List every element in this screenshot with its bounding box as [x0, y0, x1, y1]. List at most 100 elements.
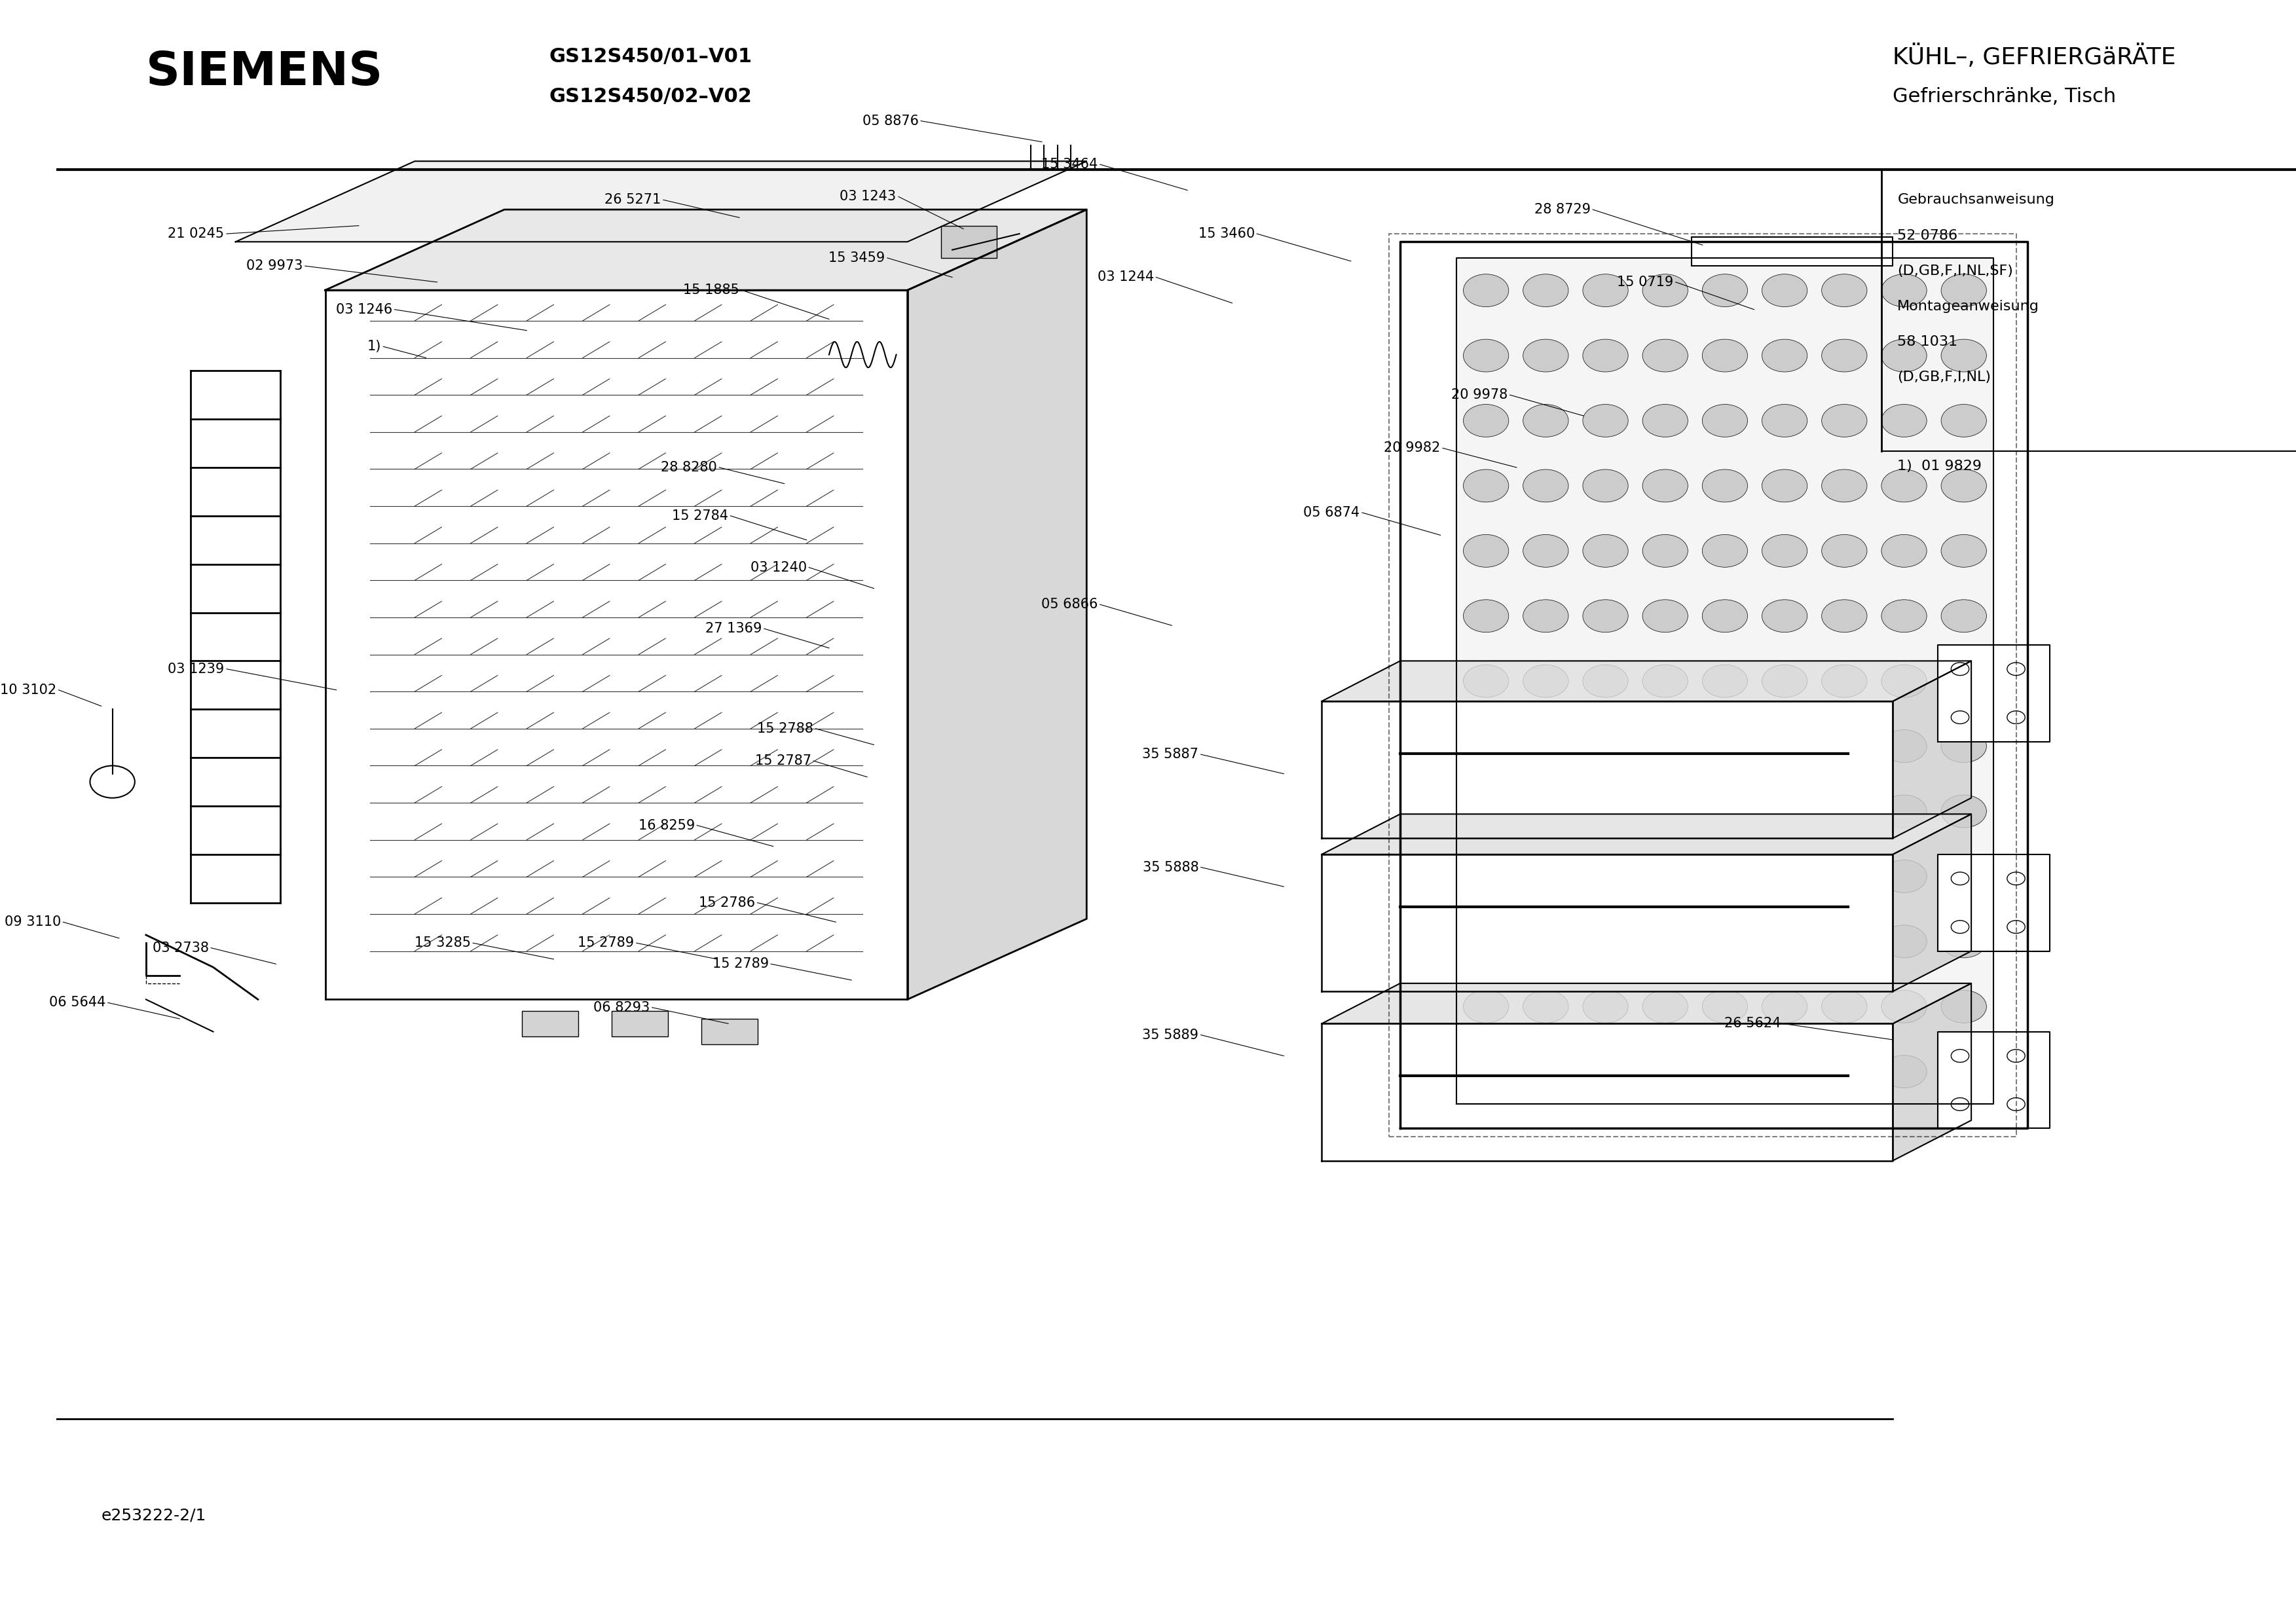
Text: 06 5644: 06 5644 — [48, 996, 106, 1009]
Text: 28 8729: 28 8729 — [1534, 203, 1591, 216]
Circle shape — [1463, 1056, 1508, 1088]
Circle shape — [1880, 664, 1926, 698]
Circle shape — [1761, 535, 1807, 567]
Circle shape — [1642, 730, 1688, 762]
Circle shape — [1463, 339, 1508, 372]
Circle shape — [1940, 925, 1986, 958]
Circle shape — [1880, 600, 1926, 632]
Circle shape — [1522, 925, 1568, 958]
Circle shape — [1940, 274, 1986, 306]
Circle shape — [1880, 405, 1926, 437]
Text: GS12S450/01–V01: GS12S450/01–V01 — [549, 47, 753, 66]
Circle shape — [1940, 535, 1986, 567]
Circle shape — [1463, 925, 1508, 958]
Circle shape — [1582, 925, 1628, 958]
Text: 52 0786: 52 0786 — [1896, 229, 1958, 242]
Circle shape — [1463, 469, 1508, 501]
Text: (D,GB,F,I,NL): (D,GB,F,I,NL) — [1896, 371, 1991, 384]
Circle shape — [1821, 990, 1867, 1024]
Text: (D,GB,F,I,NL,SF): (D,GB,F,I,NL,SF) — [1896, 264, 2014, 277]
Polygon shape — [326, 210, 1086, 290]
Bar — [521, 1011, 579, 1037]
Text: 27 1369: 27 1369 — [705, 622, 762, 635]
Circle shape — [1642, 925, 1688, 958]
Circle shape — [1880, 469, 1926, 501]
Circle shape — [1880, 925, 1926, 958]
Circle shape — [1582, 274, 1628, 306]
Circle shape — [1761, 861, 1807, 893]
Polygon shape — [1322, 701, 1892, 838]
Circle shape — [1582, 664, 1628, 698]
Circle shape — [1761, 795, 1807, 827]
Circle shape — [1761, 1056, 1807, 1088]
Text: 15 1885: 15 1885 — [684, 284, 739, 297]
Circle shape — [1701, 600, 1747, 632]
Text: 06 8293: 06 8293 — [592, 1001, 650, 1014]
Polygon shape — [1938, 854, 2050, 951]
Polygon shape — [1322, 661, 1972, 701]
Text: 03 1244: 03 1244 — [1097, 271, 1155, 284]
Text: 15 3285: 15 3285 — [413, 937, 471, 949]
Circle shape — [1463, 274, 1508, 306]
Circle shape — [1821, 925, 1867, 958]
Circle shape — [1463, 730, 1508, 762]
Text: 03 1240: 03 1240 — [751, 561, 806, 574]
Circle shape — [1761, 990, 1807, 1024]
Circle shape — [1642, 535, 1688, 567]
Circle shape — [1463, 795, 1508, 827]
Text: GS12S450/02–V02: GS12S450/02–V02 — [549, 87, 753, 106]
Circle shape — [1522, 664, 1568, 698]
Polygon shape — [1892, 814, 1972, 991]
Circle shape — [1642, 990, 1688, 1024]
Circle shape — [1522, 469, 1568, 501]
Circle shape — [1642, 405, 1688, 437]
Polygon shape — [326, 290, 907, 999]
Circle shape — [1821, 861, 1867, 893]
Circle shape — [1582, 861, 1628, 893]
Text: SIEMENS: SIEMENS — [147, 50, 383, 95]
Polygon shape — [1892, 661, 1972, 838]
Circle shape — [1821, 600, 1867, 632]
Circle shape — [1761, 925, 1807, 958]
Circle shape — [1522, 339, 1568, 372]
Polygon shape — [1938, 1032, 2050, 1128]
Circle shape — [1522, 274, 1568, 306]
Circle shape — [1701, 925, 1747, 958]
Text: 15 2786: 15 2786 — [698, 896, 755, 909]
Text: 20 9982: 20 9982 — [1384, 442, 1440, 455]
Bar — [1692, 237, 1892, 266]
Text: 02 9973: 02 9973 — [246, 260, 303, 272]
Text: 10 3102: 10 3102 — [0, 683, 57, 696]
Circle shape — [1642, 664, 1688, 698]
Circle shape — [1761, 600, 1807, 632]
Text: 15 2787: 15 2787 — [755, 754, 810, 767]
Text: 15 2788: 15 2788 — [758, 722, 813, 735]
Circle shape — [1821, 339, 1867, 372]
Circle shape — [1701, 405, 1747, 437]
Circle shape — [1522, 405, 1568, 437]
Circle shape — [1582, 1056, 1628, 1088]
Text: 26 5624: 26 5624 — [1724, 1017, 1782, 1030]
Text: 09 3110: 09 3110 — [5, 916, 62, 929]
Text: 05 8876: 05 8876 — [863, 114, 918, 127]
Circle shape — [1940, 600, 1986, 632]
Circle shape — [1940, 730, 1986, 762]
Polygon shape — [1322, 1024, 1892, 1161]
Text: 1): 1) — [367, 340, 381, 353]
Circle shape — [1761, 469, 1807, 501]
Text: 15 3464: 15 3464 — [1042, 158, 1097, 171]
Circle shape — [1642, 339, 1688, 372]
Polygon shape — [1322, 854, 1892, 991]
Circle shape — [1522, 730, 1568, 762]
Circle shape — [1880, 861, 1926, 893]
Circle shape — [1701, 469, 1747, 501]
Text: e253222-2/1: e253222-2/1 — [101, 1507, 207, 1523]
Text: 20 9978: 20 9978 — [1451, 388, 1508, 401]
Circle shape — [1522, 795, 1568, 827]
Circle shape — [1642, 274, 1688, 306]
Polygon shape — [1892, 983, 1972, 1161]
Polygon shape — [1938, 645, 2050, 742]
Circle shape — [1522, 600, 1568, 632]
Text: 03 1246: 03 1246 — [335, 303, 393, 316]
Text: 28 8280: 28 8280 — [661, 461, 716, 474]
